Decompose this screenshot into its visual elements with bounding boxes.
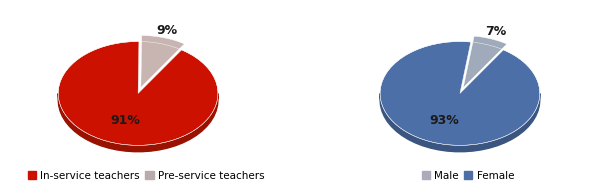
Polygon shape — [380, 93, 540, 152]
Text: 7%: 7% — [484, 25, 506, 38]
Polygon shape — [141, 36, 184, 88]
Polygon shape — [464, 36, 507, 88]
Polygon shape — [58, 93, 218, 152]
Text: 93%: 93% — [430, 114, 459, 127]
Legend: In-service teachers, Pre-service teachers: In-service teachers, Pre-service teacher… — [24, 166, 268, 185]
Polygon shape — [380, 42, 540, 145]
Polygon shape — [58, 41, 218, 145]
Text: 9%: 9% — [157, 24, 178, 37]
Text: 91%: 91% — [111, 114, 141, 127]
Legend: Male, Female: Male, Female — [418, 166, 518, 185]
